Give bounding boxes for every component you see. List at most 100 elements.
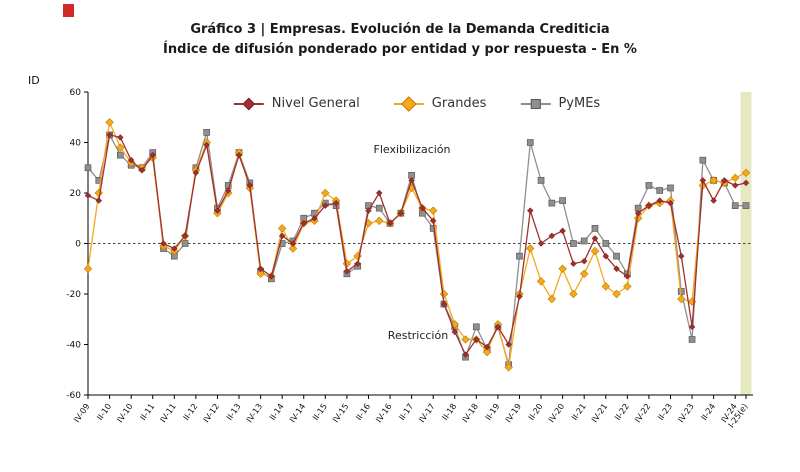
marker-grandes <box>579 269 589 279</box>
x-tick-label: II-11 <box>138 401 157 422</box>
legend-item-pymes: PyMEs <box>520 96 600 111</box>
annotation-flexibilizacion: Flexibilización <box>373 143 451 156</box>
legend-label-grandes: Grandes <box>431 96 487 111</box>
marker-nivel-general <box>95 197 103 204</box>
marker-nivel-general <box>429 217 437 224</box>
y-axis-title: ID <box>28 74 40 87</box>
marker-nivel-general <box>731 182 739 189</box>
x-tick-label: IV-10 <box>115 401 135 424</box>
marker-grandes <box>633 214 643 223</box>
marker-grandes <box>277 224 287 233</box>
marker-grandes <box>623 282 632 291</box>
x-tick-label: IV-18 <box>460 401 480 424</box>
y-tick-label: 0 <box>75 240 81 250</box>
marker-grandes <box>526 244 535 253</box>
marker-nivel-general <box>559 227 566 235</box>
marker-pymes <box>591 225 599 232</box>
y-tick-label: -60 <box>66 391 81 401</box>
marker-nivel-general <box>721 177 728 184</box>
x-tick-label: II-13 <box>224 401 243 422</box>
marker-grandes <box>741 168 751 178</box>
x-tick-label: IV-11 <box>158 401 178 424</box>
marker-grandes <box>105 118 114 127</box>
x-tick-label: II-20 <box>526 401 545 422</box>
marker-nivel-general <box>710 197 717 204</box>
marker-grandes <box>536 277 546 286</box>
forecast-highlight-band <box>740 92 752 395</box>
marker-nivel-general <box>257 265 264 272</box>
marker-nivel-general <box>300 220 307 227</box>
marker-grandes <box>569 289 578 299</box>
marker-pymes <box>84 164 92 172</box>
marker-nivel-general <box>192 169 200 177</box>
x-tick-label: IV-13 <box>244 401 264 424</box>
chart-subtitle: Índice de difusión ponderado por entidad… <box>163 42 637 57</box>
marker-grandes <box>558 264 567 273</box>
marker-nivel-general <box>225 187 232 194</box>
legend-marker-grandes-icon <box>393 95 424 112</box>
marker-nivel-general <box>106 131 113 139</box>
legend-marker-pymes-icon <box>520 98 551 109</box>
x-tick-label: II-16 <box>353 401 372 422</box>
x-tick-label: IV-17 <box>417 401 437 424</box>
marker-grandes <box>83 264 93 273</box>
red-corner-mark <box>63 4 74 17</box>
marker-pymes <box>537 177 545 184</box>
marker-grandes <box>612 289 621 299</box>
marker-pymes <box>516 252 523 260</box>
x-tick-label: II-15 <box>310 401 329 422</box>
marker-pymes <box>688 336 696 343</box>
marker-pymes <box>613 252 620 260</box>
marker-grandes <box>288 244 298 253</box>
marker-nivel-general <box>214 207 221 214</box>
marker-grandes <box>439 289 449 299</box>
marker-nivel-general <box>376 189 383 197</box>
marker-pymes <box>375 204 383 212</box>
chart-legend: Nivel General Grandes PyMEs <box>233 95 600 112</box>
legend-label-nivel-general: Nivel General <box>271 96 360 111</box>
marker-nivel-general <box>656 197 663 204</box>
y-tick-label: -40 <box>66 341 81 351</box>
marker-nivel-general <box>473 336 480 343</box>
marker-nivel-general <box>397 209 405 217</box>
marker-grandes <box>256 269 265 279</box>
marker-nivel-general <box>624 273 631 280</box>
y-tick-label: 60 <box>70 88 82 98</box>
marker-nivel-general <box>278 232 286 240</box>
marker-pymes <box>742 202 750 209</box>
marker-nivel-general <box>645 202 653 209</box>
legend-item-grandes: Grandes <box>393 95 487 112</box>
marker-nivel-general <box>699 177 707 184</box>
marker-pymes <box>570 240 577 247</box>
marker-nivel-general <box>235 151 243 159</box>
marker-grandes <box>482 347 492 357</box>
marker-grandes <box>375 216 384 225</box>
x-tick-label: II-23 <box>655 401 674 422</box>
marker-nivel-general <box>354 260 361 267</box>
marker-nivel-general <box>246 182 254 189</box>
marker-nivel-general <box>343 268 351 275</box>
marker-grandes <box>428 206 438 215</box>
x-tick-label: II-17 <box>397 401 416 422</box>
marker-pymes <box>645 182 653 189</box>
marker-nivel-general <box>667 199 674 207</box>
series-line-nivel-general <box>87 134 747 356</box>
marker-nivel-general <box>268 273 275 280</box>
x-tick-label: IV-22 <box>632 401 652 424</box>
marker-nivel-general <box>602 252 609 260</box>
marker-grandes <box>321 188 330 198</box>
marker-nivel-general <box>386 220 394 227</box>
marker-pymes <box>731 202 739 209</box>
marker-nivel-general <box>678 252 685 260</box>
marker-pymes <box>699 156 707 164</box>
marker-grandes <box>590 246 600 256</box>
y-tick-label: 40 <box>70 139 82 149</box>
marker-grandes <box>450 320 459 329</box>
marker-grandes <box>116 143 125 152</box>
marker-nivel-general <box>548 232 556 240</box>
x-tick-label: IV-19 <box>503 401 523 424</box>
marker-nivel-general <box>505 341 512 348</box>
